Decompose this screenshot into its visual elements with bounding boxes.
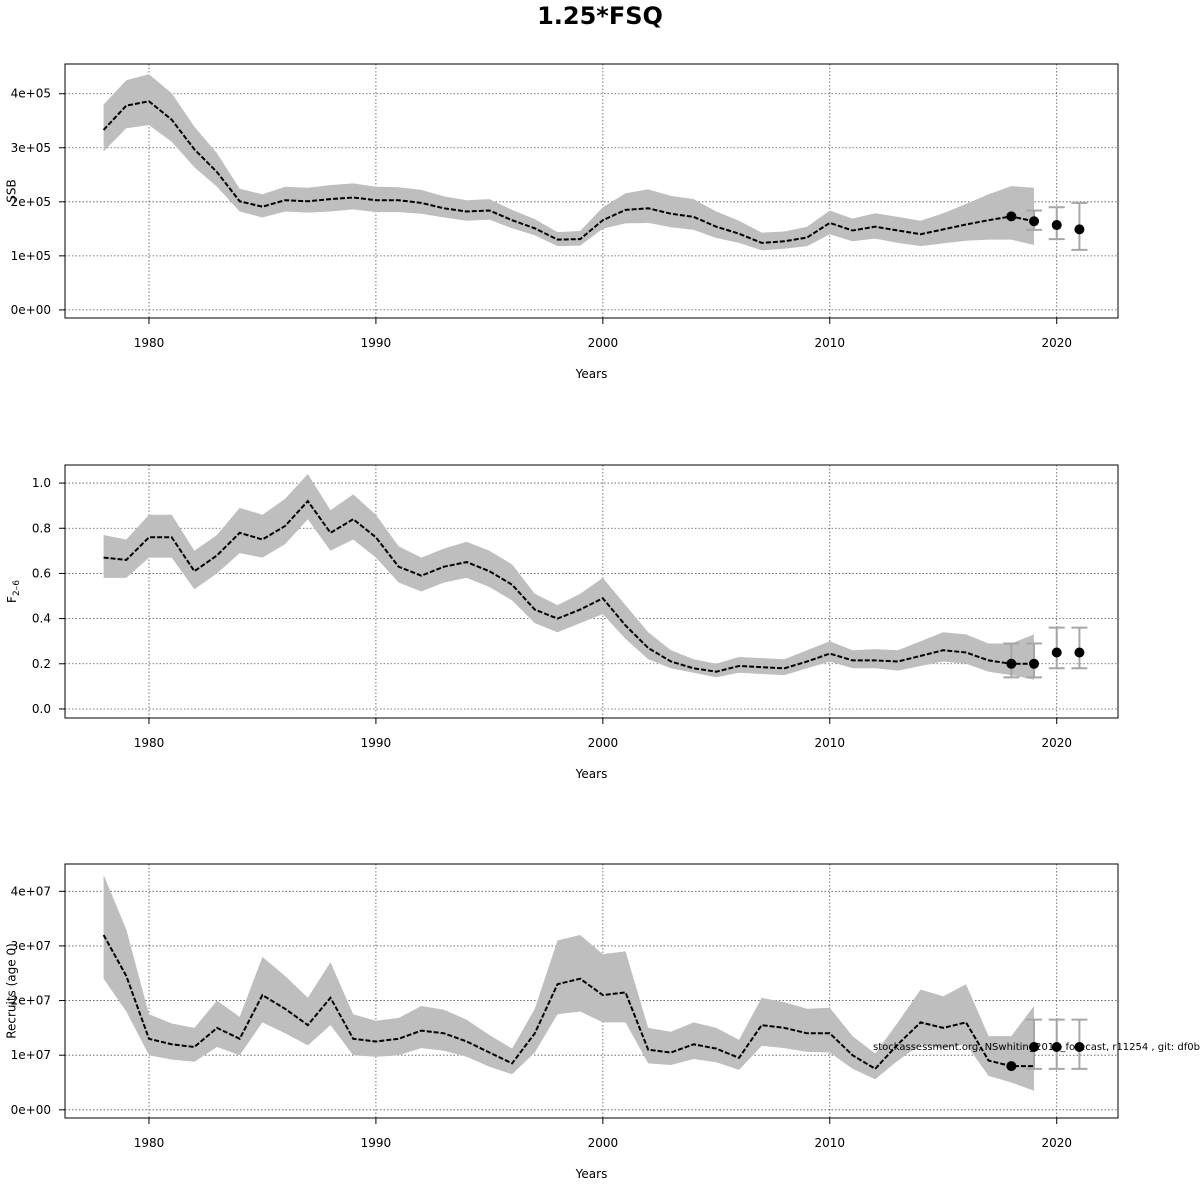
y-tick-label: 2e+07 (11, 994, 51, 1008)
x-axis-label: Years (575, 367, 608, 381)
y-tick-label: 0e+00 (11, 1103, 51, 1117)
x-tick-label: 2020 (1041, 736, 1072, 750)
y-tick-label: 4e+05 (11, 87, 51, 101)
x-tick-label: 1990 (361, 336, 392, 350)
forecast-point (1074, 224, 1085, 235)
forecast-point (1074, 647, 1085, 658)
estimate-line (103, 499, 1034, 673)
forecast-point (1006, 658, 1017, 669)
x-tick-label: 1980 (134, 1136, 165, 1150)
panel-ssb: 1980 1990 2000 2010 2020 0e+00 1e+05 2e+05 3e+05… (5, 63, 1119, 381)
x-tick-label: 1980 (134, 336, 165, 350)
panel-recruits: 1980 1990 2000 2010 2020 0e+00 1e+07 2e+07 3e+07… (5, 863, 1119, 1181)
x-tick-label: 2010 (815, 336, 846, 350)
x-axis-label: Years (575, 1167, 608, 1181)
y-tick-label: 0.6 (32, 566, 51, 580)
y-axis-label: F2–6 (5, 580, 22, 603)
y-axis-label: SSB (5, 179, 19, 202)
plot-frame (64, 863, 1119, 1119)
y-tick-label: 0.0 (32, 702, 51, 716)
y-tick-label: 3e+05 (11, 141, 51, 155)
x-tick-label: 2020 (1041, 336, 1072, 350)
forecast-point (1029, 216, 1040, 227)
x-tick-label: 1990 (361, 736, 392, 750)
y-tick-label: 1e+05 (11, 249, 51, 263)
y-tick-label: 0.2 (32, 657, 51, 671)
confidence-band (103, 474, 1035, 680)
estimate-line (102, 934, 1034, 1071)
plot-frame (64, 63, 1119, 319)
forecast-point (1051, 220, 1062, 231)
x-axis-label: Years (575, 767, 608, 781)
confidence-band (103, 74, 1035, 251)
x-tick-label: 1980 (134, 736, 165, 750)
estimate-line (102, 100, 1035, 244)
x-tick-label: 2010 (815, 736, 846, 750)
forecast-point (1074, 1041, 1085, 1052)
y-axis-label: Recruits (age 0) (5, 943, 19, 1039)
x-tick-label: 2020 (1041, 1136, 1072, 1150)
forecast-point (1051, 1041, 1062, 1052)
plot-frame (64, 464, 1119, 719)
y-tick-label: 1e+07 (11, 1048, 51, 1062)
forecast-point (1006, 1061, 1017, 1072)
y-tick-label: 0.8 (32, 521, 51, 535)
forecast-point (1029, 1041, 1040, 1052)
y-tick-label: 2e+05 (11, 195, 51, 209)
y-tick-label: 0e+00 (11, 303, 51, 317)
forecast-point (1051, 647, 1062, 658)
page-title: 1.25*FSQ (537, 2, 663, 30)
forecast-point (1029, 658, 1040, 669)
forecast-point (1006, 211, 1017, 222)
x-tick-label: 2010 (815, 1136, 846, 1150)
x-tick-label: 1990 (361, 1136, 392, 1150)
x-tick-label: 2000 (588, 336, 619, 350)
y-tick-label: 3e+07 (11, 939, 51, 953)
confidence-band (103, 874, 1035, 1091)
panel-fbar: 1980 1990 2000 2010 2020 0.0 0.2 0.4 0.6 0.8 1.0 Ye… (5, 464, 1119, 781)
footnote-text: stockassessment.org, NSwhiting2019_forec… (873, 1042, 1200, 1053)
x-tick-label: 2000 (588, 736, 619, 750)
x-tick-label: 2000 (588, 1136, 619, 1150)
y-tick-label: 0.4 (32, 612, 51, 626)
y-tick-label: 1.0 (32, 476, 51, 490)
y-tick-label: 4e+07 (11, 884, 51, 898)
